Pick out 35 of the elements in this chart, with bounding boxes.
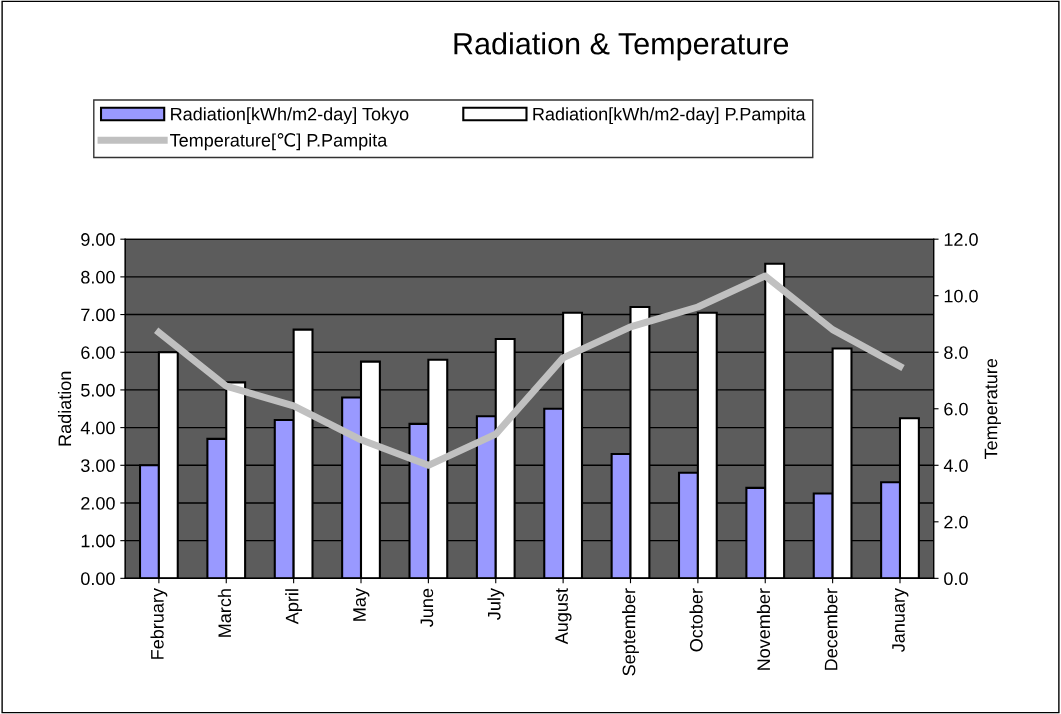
legend-label: Radiation[kWh/m2-day] Tokyo [171,107,409,125]
y-axis-title: Radiation [57,371,72,446]
x-tick-label: February [150,588,168,659]
x-tick-label: November [756,588,771,670]
y2-tick-label: 4.0 [943,459,968,473]
y-tick-label: 2.00 [81,496,115,510]
y-tick-label: 4.00 [80,421,115,435]
y2-tick-label: 2.0 [944,515,968,529]
x-tick-label: April [285,589,303,625]
y-tick-label: 0.00 [81,572,115,586]
y-tick-label: 6.00 [81,346,115,359]
y-tick-label: 9.00 [81,233,115,246]
y2-axis-title: Temperature [984,358,1001,460]
y2-tick-label: 0.0 [944,572,968,586]
y2-tick-label: 10.0 [944,289,978,303]
x-tick-label: August [555,588,572,645]
legend-label: Temperature[℃] P.Pampita [170,133,388,151]
chart-title: Radiation & Temperature [454,32,789,61]
x-tick-label: December [824,588,838,670]
x-tick-label: September [622,588,639,676]
y-tick-label: 8.00 [81,270,115,284]
y2-tick-label: 12.0 [944,233,978,246]
y2-tick-label: 8.0 [944,346,968,359]
y-tick-label: 7.00 [81,308,115,322]
x-tick-label: January [892,588,909,653]
y2-tick-label: 6.0 [944,402,968,416]
y-tick-label: 1.00 [81,534,115,548]
x-tick-label: July [487,588,505,620]
y-tick-label: 5.00 [81,383,115,397]
x-tick-label: March [217,589,232,637]
y-tick-label: 3.00 [81,459,115,473]
x-tick-label: May [353,588,370,621]
x-tick-label: October [689,588,703,652]
x-tick-label: June [420,588,434,627]
legend-label: Radiation[kWh/m2-day] P.Pampita [533,107,806,125]
